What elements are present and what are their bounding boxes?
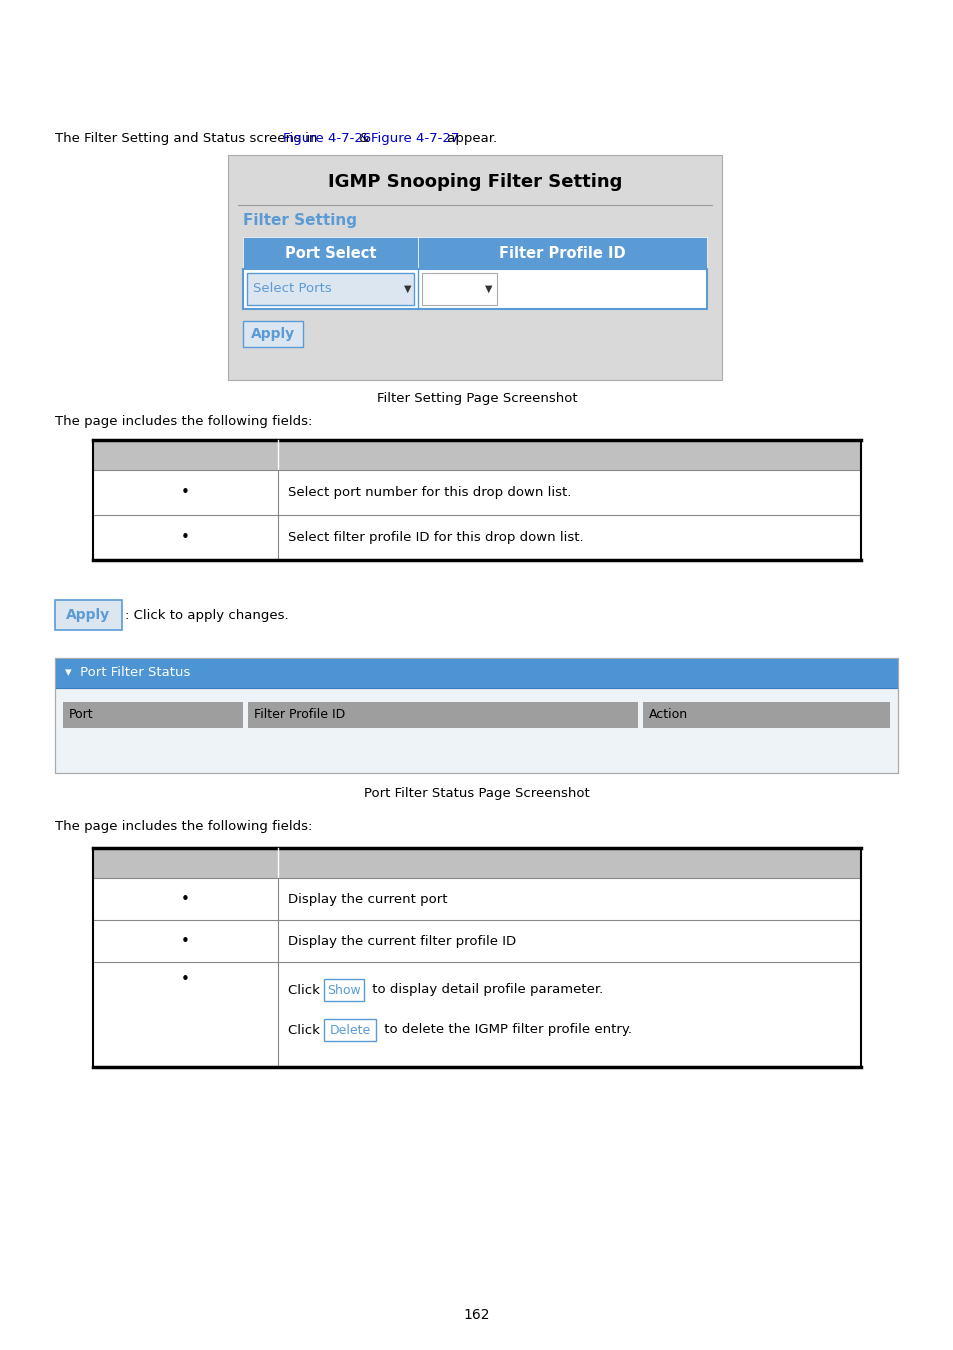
Text: Show: Show [327,984,360,996]
Text: 162: 162 [463,1308,490,1322]
Bar [642,702,889,728]
Text: Click: Click [288,984,324,996]
Bar [92,878,861,919]
Text: to delete the IGMP filter profile entry.: to delete the IGMP filter profile entry. [379,1023,631,1037]
Text: •: • [181,891,190,906]
Text: Port: Port [69,709,93,721]
Bar [247,273,414,305]
Text: •: • [181,933,190,949]
Bar [248,702,638,728]
Text: &: & [355,132,374,144]
Bar [55,657,897,688]
Bar [63,702,243,728]
Text: Select Ports: Select Ports [253,282,332,296]
Bar [243,321,303,347]
Text: Filter Setting Page Screenshot: Filter Setting Page Screenshot [376,392,577,405]
Text: appear.: appear. [443,132,497,144]
Bar [92,440,861,470]
Text: •: • [181,531,190,545]
Text: Delete: Delete [329,1023,370,1037]
Text: ▾  Port Filter Status: ▾ Port Filter Status [65,667,191,679]
Text: The page includes the following fields:: The page includes the following fields: [55,819,312,833]
Bar [92,470,861,514]
Text: The page includes the following fields:: The page includes the following fields: [55,414,312,428]
Text: Apply: Apply [251,327,294,342]
Bar [55,657,897,774]
Text: Port Select: Port Select [284,246,375,261]
Bar [324,979,364,1000]
Text: IGMP Snooping Filter Setting: IGMP Snooping Filter Setting [328,173,621,190]
Bar [243,269,706,309]
Text: •: • [181,972,190,987]
Bar [92,848,861,878]
Text: Filter Profile ID: Filter Profile ID [253,709,345,721]
Text: ▼: ▼ [403,284,411,294]
Text: Select port number for this drop down list.: Select port number for this drop down li… [288,486,571,500]
Text: Filter Profile ID: Filter Profile ID [498,246,625,261]
Text: Apply: Apply [66,608,110,622]
Text: Figure 4-7-26: Figure 4-7-26 [282,132,371,144]
Bar [92,514,861,560]
Text: Figure 4-7-27: Figure 4-7-27 [371,132,459,144]
Bar [228,155,721,379]
Bar [55,599,122,630]
Text: Action: Action [648,709,687,721]
Text: : Click to apply changes.: : Click to apply changes. [125,609,289,621]
Text: Filter Setting: Filter Setting [243,213,356,228]
Text: Port Filter Status Page Screenshot: Port Filter Status Page Screenshot [364,787,589,801]
Text: Display the current filter profile ID: Display the current filter profile ID [288,934,516,948]
Bar [92,919,861,963]
Text: Display the current port: Display the current port [288,892,447,906]
Bar [324,1019,375,1041]
Bar [421,273,497,305]
Text: to display detail profile parameter.: to display detail profile parameter. [368,984,602,996]
Text: •: • [181,485,190,500]
Text: ▼: ▼ [484,284,492,294]
Bar [92,963,861,1066]
Text: Click: Click [288,1023,324,1037]
Text: The Filter Setting and Status screens in: The Filter Setting and Status screens in [55,132,321,144]
Text: Select filter profile ID for this drop down list.: Select filter profile ID for this drop d… [288,531,583,544]
Bar [417,238,706,269]
Bar [55,688,897,774]
Bar [243,238,417,269]
